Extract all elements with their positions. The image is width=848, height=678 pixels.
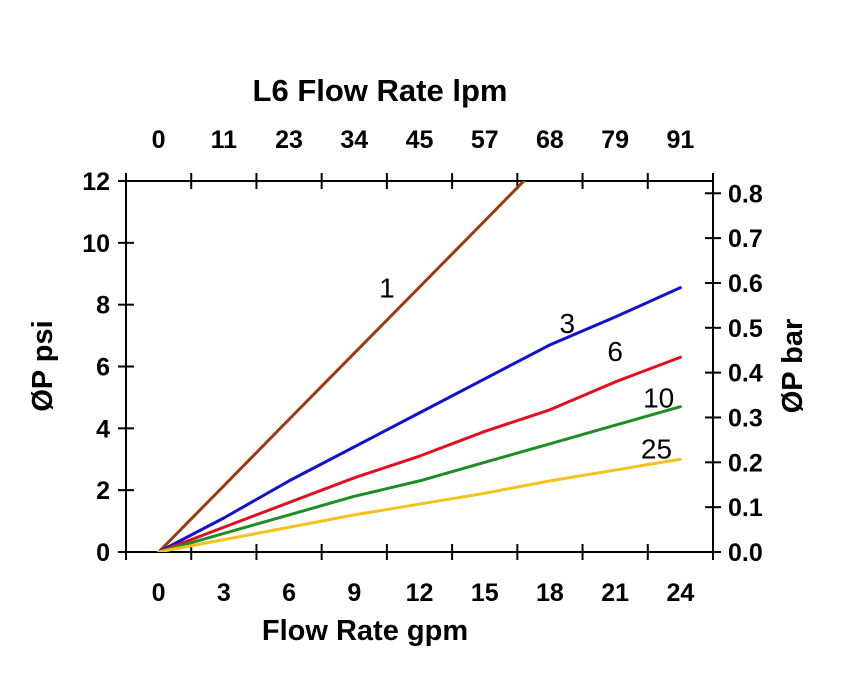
top-axis-tick-label: 0 [152,126,166,154]
bottom-axis-tick-label: 9 [347,579,361,607]
left-axis-title: ØP psi [27,320,59,411]
right-axis-tick-label: 0.8 [728,180,763,208]
series-line-3 [157,286,682,552]
series-line-10 [157,405,682,552]
bottom-axis-tick-label: 12 [406,579,434,607]
right-axis-tick-label: 0.7 [728,225,763,253]
series-label-1: 1 [379,273,395,304]
left-axis-tick-label: 2 [96,477,110,505]
right-axis-tick-label: 0.6 [728,270,763,298]
series-group [157,181,682,552]
series-label-25: 25 [641,433,672,464]
bottom-axis-tick-label: 0 [152,579,166,607]
right-axis-tick-label: 0.1 [728,494,763,522]
top-axis-tick-label: 45 [406,126,434,154]
top-axis-tick-label: 57 [471,126,499,154]
top-axis-tick-label: 79 [601,126,629,154]
bottom-axis-tick-label: 24 [666,579,694,607]
left-axis-tick-label: 0 [96,539,110,567]
right-axis-tick-label: 0.2 [728,449,763,477]
left-axis-tick-label: 6 [96,354,110,382]
bottom-axis-title: Flow Rate gpm [262,615,468,647]
bottom-axis-tick-label: 3 [217,579,231,607]
bottom-axis-tick-label: 21 [601,579,629,607]
right-axis-tick-label: 0.4 [728,360,763,388]
bottom-axis-tick-label: 6 [282,579,296,607]
right-axis-tick-label: 0.3 [728,404,763,432]
right-axis-tick-label: 0.5 [728,315,763,343]
bottom-axis-tick-label: 18 [536,579,564,607]
right-axis-tick-label: 0.0 [728,539,763,567]
top-axis-tick-label: 34 [340,126,368,154]
top-axis-tick-label: 23 [275,126,303,154]
series-label-3: 3 [560,308,576,339]
series-label-10: 10 [643,382,674,413]
top-axis-tick-label: 68 [536,126,564,154]
chart-title-top-axis: L6 Flow Rate lpm [253,73,508,108]
series-line-6 [157,355,682,552]
right-axis-title: ØP bar [777,319,809,414]
left-axis-tick-label: 8 [96,292,110,320]
series-line-1 [157,181,526,552]
bottom-axis-tick-label: 15 [471,579,499,607]
left-axis-tick-label: 10 [82,230,110,258]
left-axis-tick-label: 4 [96,415,110,443]
top-axis-tick-label: 91 [666,126,694,154]
top-axis-tick-label: 11 [211,126,238,154]
series-line-25 [157,457,682,552]
series-label-6: 6 [607,336,623,367]
left-axis-tick-label: 12 [82,168,110,196]
